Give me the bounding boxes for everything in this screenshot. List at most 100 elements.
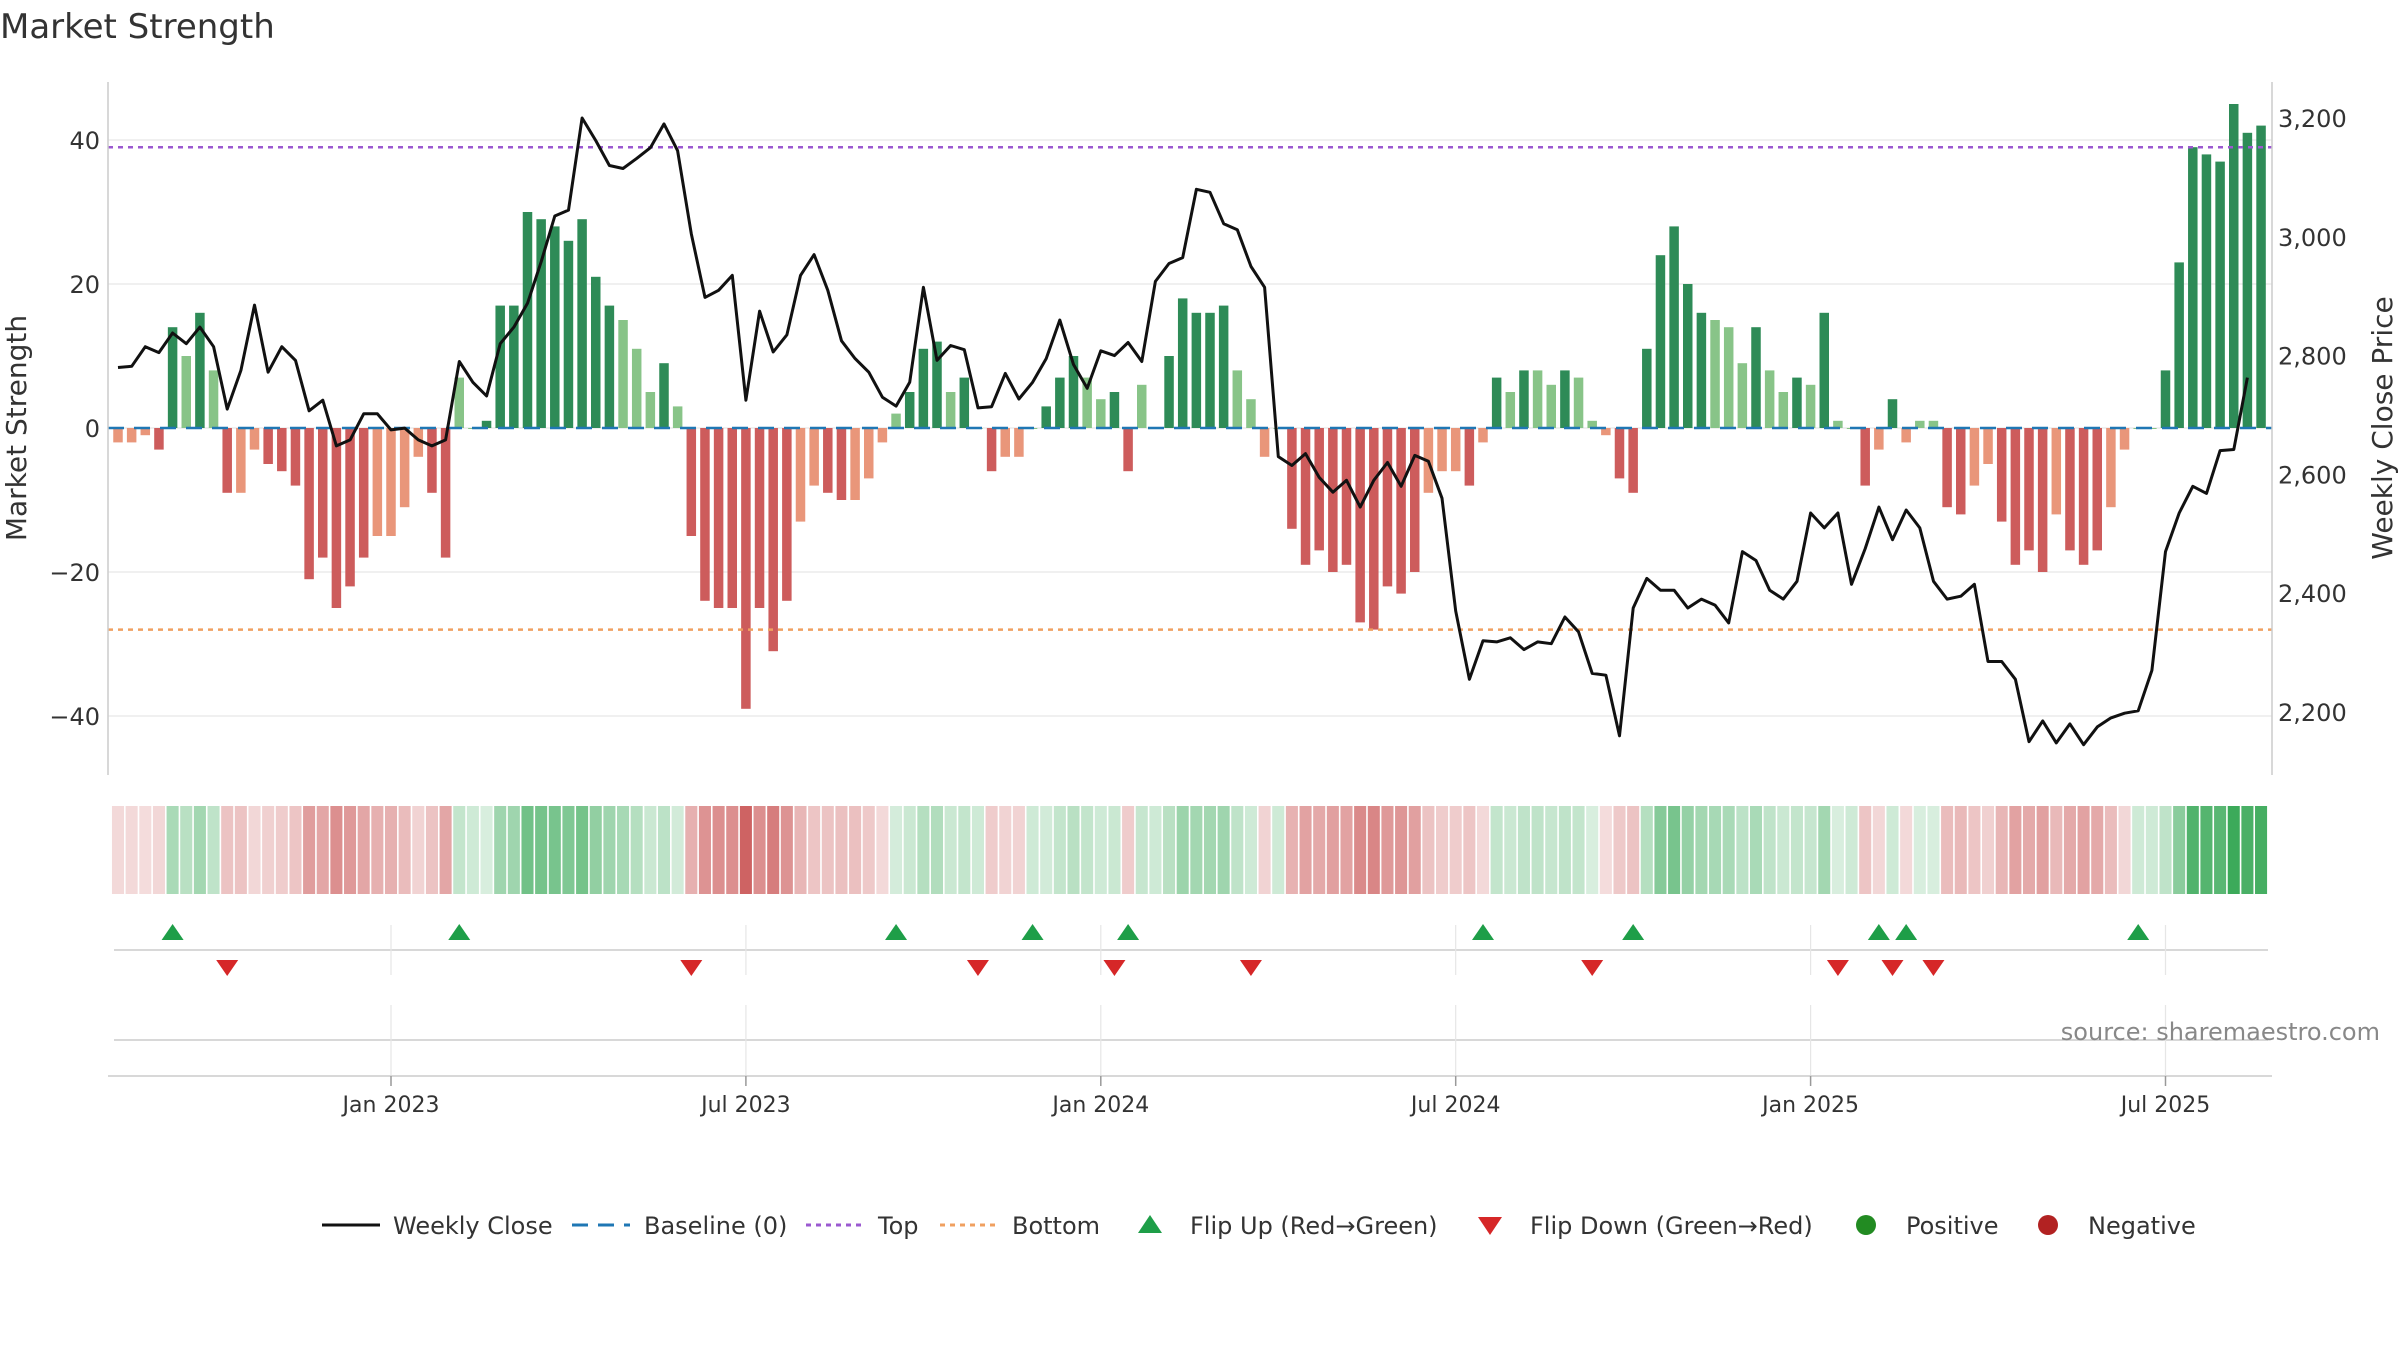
legend-label: Flip Up (Red→Green) [1190, 1212, 1438, 1240]
heat-cell [344, 806, 357, 894]
strength-bar [1614, 428, 1625, 479]
strength-bar [2242, 132, 2253, 429]
x-tick-label: Jul 2024 [1409, 1093, 1501, 1118]
strength-bar [167, 327, 178, 428]
strength-bar [1560, 370, 1570, 428]
heat-cell [1340, 806, 1353, 894]
heat-cell [2036, 806, 2049, 894]
strength-bar [1956, 428, 1966, 515]
strength-bar [495, 305, 505, 428]
strength-bar [358, 428, 369, 558]
strength-bar [1642, 348, 1652, 428]
strength-bar [2065, 428, 2075, 551]
flip-down-marker [966, 960, 989, 976]
legend-item-flip-down: Flip Down (Green→Red) [1478, 1212, 1813, 1240]
legend-swatch-positive [1856, 1215, 1876, 1235]
strength-bar [1300, 428, 1311, 565]
heat-cell [1272, 806, 1285, 894]
flip-up-marker [1867, 924, 1890, 940]
flip-down-marker [1581, 960, 1604, 976]
strength-bar [1819, 312, 1829, 428]
weekly-close-series [117, 116, 2249, 747]
heat-cell [698, 806, 711, 894]
right-axis-label: Weekly Close Price [2366, 296, 2399, 559]
strength-bar [2188, 147, 2198, 428]
strength-bar [713, 428, 724, 608]
strength-bar [904, 392, 915, 428]
right-tick-label: 2,600 [2278, 461, 2347, 489]
heat-cell [808, 806, 821, 894]
strength-bar [1410, 428, 1420, 572]
flip-up-marker [1021, 924, 1044, 940]
heat-cell [2104, 806, 2117, 894]
heat-cell [644, 806, 657, 894]
strength-bar [208, 370, 219, 428]
heat-cell [1108, 806, 1121, 894]
heat-cell [944, 806, 957, 894]
left-tick-label: −40 [49, 703, 100, 731]
heat-cell [1586, 806, 1599, 894]
heat-cell [794, 806, 807, 894]
strength-bar [1969, 428, 1980, 486]
strength-bar [1355, 428, 1365, 623]
flip-down-marker [1922, 960, 1945, 976]
heat-cell [275, 806, 288, 894]
heat-cell [1627, 806, 1640, 894]
heat-cell [1736, 806, 1749, 894]
strength-bar [1683, 284, 1693, 428]
strength-bar [727, 428, 737, 608]
legend-item-negative: Negative [2038, 1212, 2196, 1240]
strength-bar [1723, 327, 1734, 428]
strength-bar [2215, 161, 2225, 428]
strength-bar [2078, 428, 2089, 565]
strength-bar [1191, 312, 1202, 428]
strength-bar [1546, 384, 1556, 428]
heat-cell [603, 806, 616, 894]
strength-bar [290, 428, 301, 486]
heat-cell [425, 806, 438, 894]
strength-bar [2201, 154, 2212, 428]
heat-cell [2118, 806, 2131, 894]
strength-bar [331, 428, 342, 608]
heat-cell [821, 806, 834, 894]
strength-bar [427, 428, 437, 493]
heat-cell [2214, 806, 2227, 894]
legend-label: Bottom [1012, 1212, 1100, 1240]
heat-cell [1012, 806, 1025, 894]
heat-cell [589, 806, 602, 894]
flip-down-marker [1239, 960, 1262, 976]
strength-bar [1218, 305, 1229, 428]
heat-cell [1244, 806, 1257, 894]
heat-cell [685, 806, 698, 894]
strength-bar [1669, 226, 1679, 428]
strength-bar [1751, 327, 1761, 428]
weekly-close-line [117, 116, 2249, 747]
strength-bar [1573, 377, 1584, 428]
heat-cell [2173, 806, 2186, 894]
x-tick-label: Jul 2023 [699, 1093, 791, 1118]
strength-bar [154, 428, 164, 450]
flip-up-marker [1895, 924, 1918, 940]
heat-cell [985, 806, 998, 894]
heat-cell [1558, 806, 1571, 894]
heat-cell [1163, 806, 1176, 894]
strength-bar [1901, 428, 1911, 443]
strength-bar [263, 428, 273, 464]
legend-item-baseline: Baseline (0) [572, 1212, 787, 1240]
left-tick-label: 0 [85, 415, 100, 443]
x-tick-label: Jan 2024 [1050, 1093, 1149, 1118]
right-tick-label: 3,000 [2278, 224, 2347, 252]
heat-cell [1954, 806, 1967, 894]
strength-bar [563, 240, 574, 428]
strength-bar [877, 428, 888, 443]
heat-cell [1422, 806, 1435, 894]
strength-bar [1996, 428, 2007, 522]
heat-cell [2022, 806, 2036, 894]
strength-bar [672, 406, 683, 428]
heat-cell [1094, 806, 1107, 894]
strength-bars [113, 104, 2266, 709]
legend: Weekly Close Baseline (0) Top Bottom Flip Up… [322, 1212, 2196, 1240]
heat-cell [849, 806, 862, 894]
heat-cell [876, 806, 889, 894]
strength-bar [1123, 428, 1133, 472]
